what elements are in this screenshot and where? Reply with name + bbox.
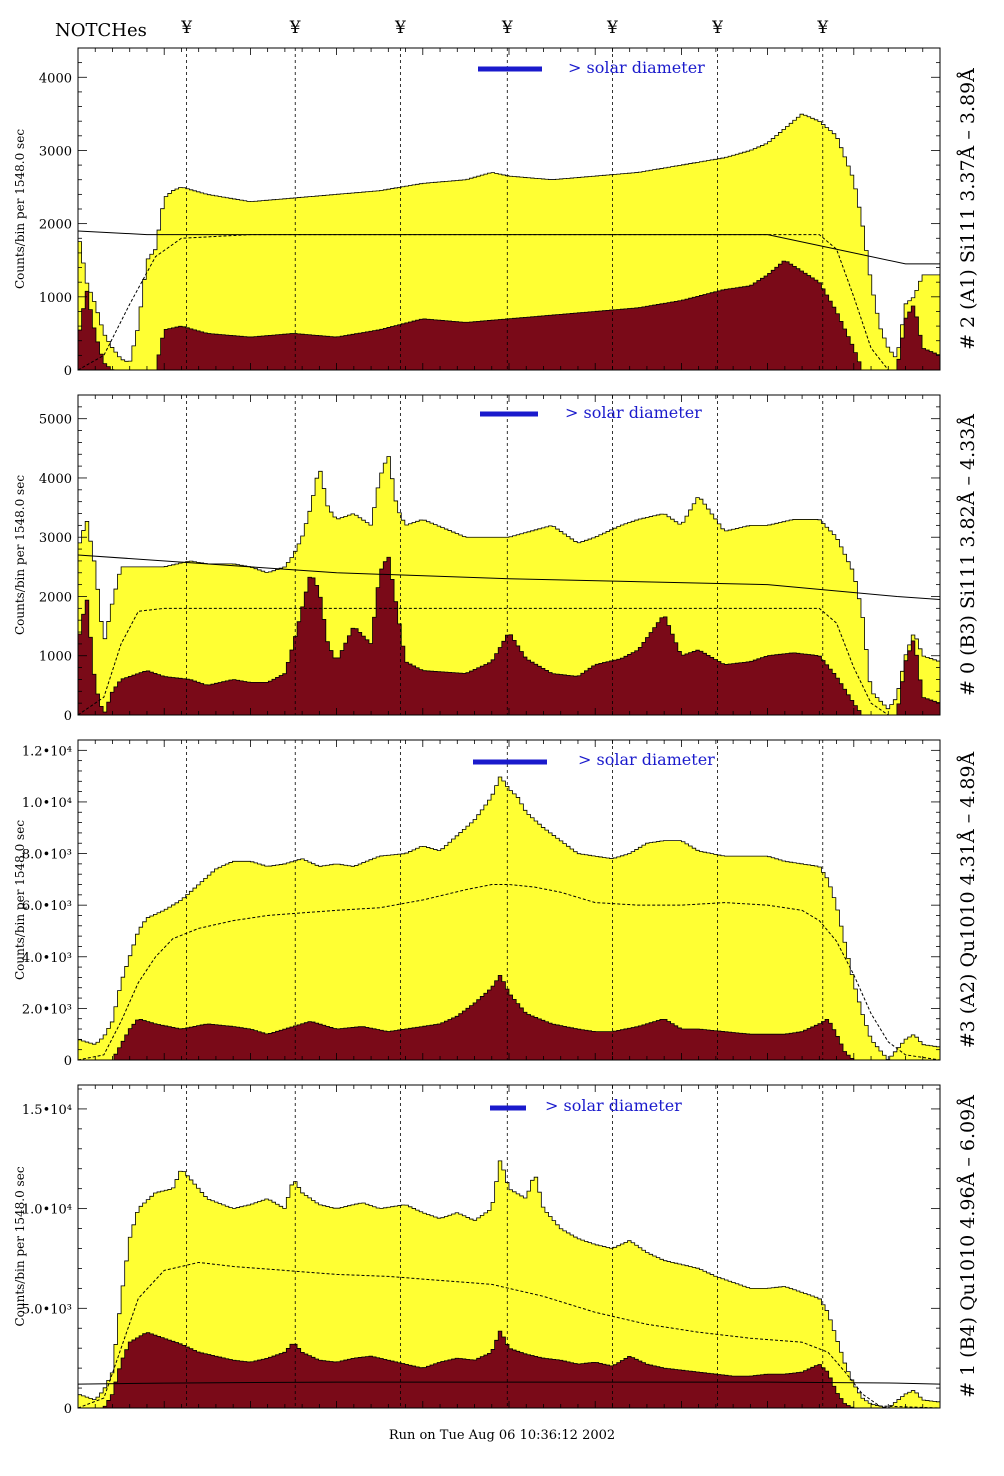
y-tick-label: 0 <box>64 1054 72 1069</box>
dashed-model-curve <box>78 1261 940 1408</box>
plot-area <box>78 740 940 1060</box>
solid-baseline-curve <box>78 1381 940 1385</box>
panel-title: # 2 (A1) Si111 3.37Å – 3.89Å <box>957 68 979 350</box>
y-tick-label: 8.0•10³ <box>22 848 72 863</box>
maroon-histogram <box>78 1330 940 1408</box>
plot-area <box>78 395 940 715</box>
notch-marker-2: ¥ <box>394 18 406 38</box>
y-tick-label: 4.0•10³ <box>22 951 72 966</box>
y-tick-label: 3000 <box>39 144 72 159</box>
dashed-model-curve <box>78 884 940 1060</box>
legend-label: > solar diameter <box>565 403 702 422</box>
y-axis-label: Counts/bin per 1548.0 sec <box>13 1166 27 1326</box>
plot-area <box>78 1085 940 1408</box>
run-timestamp: Run on Tue Aug 06 10:36:12 2002 <box>388 1428 616 1443</box>
y-tick-label: 3000 <box>39 531 72 546</box>
panel-title: #3 (A2) Qu1010 4.31Å – 4.89Å <box>957 751 979 1048</box>
notch-marker-5: ¥ <box>712 18 724 38</box>
y-tick-label: 2000 <box>39 218 72 233</box>
maroon-histogram <box>78 260 940 370</box>
y-tick-label: 6.0•10³ <box>22 899 72 914</box>
y-tick-label: 0 <box>64 709 72 724</box>
plot-area <box>78 48 940 370</box>
y-tick-label: 4000 <box>39 472 72 487</box>
y-tick-label: 1.0•10⁴ <box>22 1203 72 1218</box>
y-tick-label: 1.0•10⁴ <box>22 796 72 811</box>
y-axis-label: Counts/bin per 1548.0 sec <box>13 475 27 635</box>
maroon-histogram <box>78 974 940 1060</box>
chart-panel-1: 0 1000 2000 3000 4000 5000 Counts/bin per 1548… <box>13 394 979 724</box>
y-tick-label: 1000 <box>39 291 72 306</box>
solid-baseline-curve <box>78 554 940 600</box>
y-tick-label: 2000 <box>39 590 72 605</box>
y-tick-label: 4000 <box>39 71 72 86</box>
dashed-model-curve <box>78 607 940 715</box>
y-tick-label: 1.5•10⁴ <box>22 1103 72 1118</box>
legend-label: > solar diameter <box>545 1096 682 1115</box>
chart-panel-3: 0 5.0•10³ 1.0•10⁴ 1.5•10⁴ Counts/bin per 154… <box>13 1084 979 1417</box>
y-tick-label: 1000 <box>39 650 72 665</box>
y-axis-label: Counts/bin per 1548.0 sec <box>13 820 27 980</box>
notch-marker-0: ¥ <box>181 18 193 38</box>
legend-label: > solar diameter <box>578 750 715 769</box>
legend-label: > solar diameter <box>568 58 705 77</box>
y-tick-label: 5.0•10³ <box>22 1302 72 1317</box>
y-tick-label: 0 <box>64 1402 72 1417</box>
notches-label: NOTCHes <box>55 20 147 41</box>
chart-panel-2: 0 2.0•10³ 4.0•10³ 6.0•10³ 8.0•10³ 1.0•10⁴ 1.2•… <box>13 739 979 1069</box>
y-tick-label: 2.0•10³ <box>22 1002 72 1017</box>
notch-marker-6: ¥ <box>817 18 829 38</box>
y-tick-label: 1.2•10⁴ <box>22 744 72 759</box>
notch-marker-1: ¥ <box>289 18 301 38</box>
solid-baseline-curve <box>78 230 940 265</box>
y-tick-label: 5000 <box>39 413 72 428</box>
yellow-histogram <box>78 776 940 1060</box>
y-axis-label: Counts/bin per 1548.0 sec <box>13 129 27 289</box>
notch-marker-3: ¥ <box>501 18 513 38</box>
panel-title: # 1 (B4) Qu1010 4.96Å – 6.09Å <box>957 1095 979 1398</box>
notches-header: NOTCHes ¥ ¥ ¥ ¥ ¥ ¥ ¥ <box>0 0 1004 46</box>
y-tick-label: 0 <box>64 364 72 379</box>
notch-marker-4: ¥ <box>607 18 618 38</box>
chart-panel-0: 0 1000 2000 3000 4000 Counts/bin per 1548.0 s… <box>13 47 979 379</box>
maroon-histogram <box>78 556 940 715</box>
panel-title: # 0 (B3) Si111 3.82Å – 4.33Å <box>957 414 979 696</box>
